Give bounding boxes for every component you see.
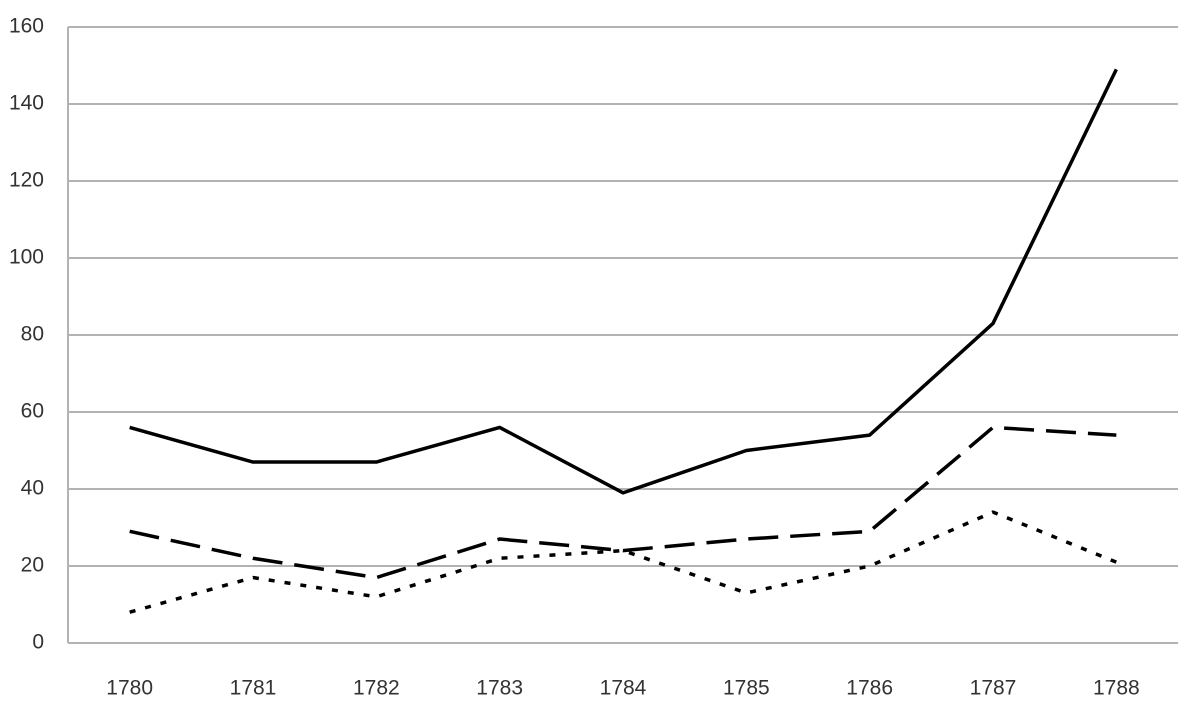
x-tick-label: 1788: [1093, 677, 1140, 700]
series-line: [129, 68, 1118, 495]
x-tick-label: 1785: [723, 677, 770, 700]
x-tick-label: 1786: [846, 677, 893, 700]
series-line: [129, 510, 1117, 614]
y-tick-label: 60: [21, 400, 44, 423]
series-line: [129, 425, 1117, 580]
x-tick-label: 1780: [106, 677, 153, 700]
y-tick-label: 140: [9, 92, 44, 115]
y-tick-label: 40: [21, 477, 44, 500]
x-tick-label: 1783: [476, 677, 523, 700]
x-tick-label: 1784: [600, 677, 647, 700]
y-tick-label: 120: [9, 169, 44, 192]
x-tick-label: 1781: [230, 677, 277, 700]
y-tick-label: 80: [21, 323, 44, 346]
y-tick-label: 100: [9, 246, 44, 269]
y-tick-label: 160: [9, 15, 44, 38]
x-tick-label: 1787: [970, 677, 1017, 700]
y-tick-label: 20: [21, 554, 44, 577]
x-tick-label: 1782: [353, 677, 400, 700]
y-tick-label: 0: [32, 631, 44, 654]
